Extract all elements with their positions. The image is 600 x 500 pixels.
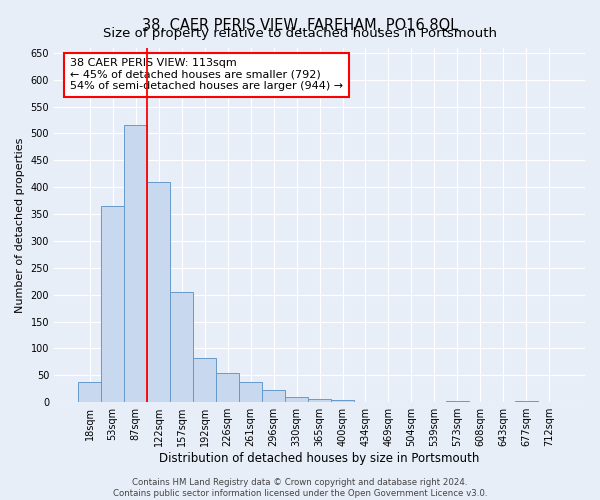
Bar [78,382,101,402]
Bar [101,206,124,402]
Bar [170,292,193,402]
Text: 38, CAER PERIS VIEW, FAREHAM, PO16 8QL: 38, CAER PERIS VIEW, FAREHAM, PO16 8QL [142,18,458,32]
Bar [216,372,239,402]
Y-axis label: Number of detached properties: Number of detached properties [15,137,25,312]
Text: Size of property relative to detached houses in Portsmouth: Size of property relative to detached ho… [103,28,497,40]
Bar [285,398,308,402]
Bar [147,182,170,402]
Bar [308,399,331,402]
Text: Contains HM Land Registry data © Crown copyright and database right 2024.
Contai: Contains HM Land Registry data © Crown c… [113,478,487,498]
Bar [193,358,216,402]
Text: 38 CAER PERIS VIEW: 113sqm
← 45% of detached houses are smaller (792)
54% of sem: 38 CAER PERIS VIEW: 113sqm ← 45% of deta… [70,58,343,92]
Bar [331,400,354,402]
Bar [446,400,469,402]
Bar [262,390,285,402]
Bar [515,401,538,402]
Bar [239,382,262,402]
Bar [124,126,147,402]
X-axis label: Distribution of detached houses by size in Portsmouth: Distribution of detached houses by size … [160,452,480,465]
